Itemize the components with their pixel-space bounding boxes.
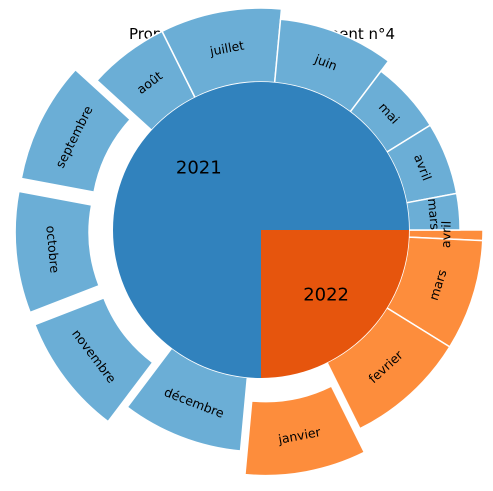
outer-wedge-2022-janvier — [244, 385, 366, 477]
inner-wedge-2022 — [261, 230, 409, 378]
inner-label-2022: 2022 — [303, 285, 349, 306]
outer-label-2021-mars: mars — [425, 198, 443, 231]
inner-ring — [113, 82, 409, 378]
outer-label-2021-octobre: octobre — [43, 225, 62, 274]
inner-wedge-2021 — [113, 82, 409, 378]
outer-label-2021-juillet: juillet — [208, 38, 246, 59]
outer-label-2022-avril: avril — [438, 221, 454, 249]
outer-wedge-2021-septembre — [20, 68, 131, 193]
outer-wedge-2021-octobre — [14, 190, 100, 314]
outer-ring — [14, 7, 484, 477]
inner-label-2021: 2021 — [176, 157, 222, 178]
inner-labels: 2022 2021 — [176, 157, 349, 305]
outer-wedge-2021-novembre — [34, 297, 154, 423]
